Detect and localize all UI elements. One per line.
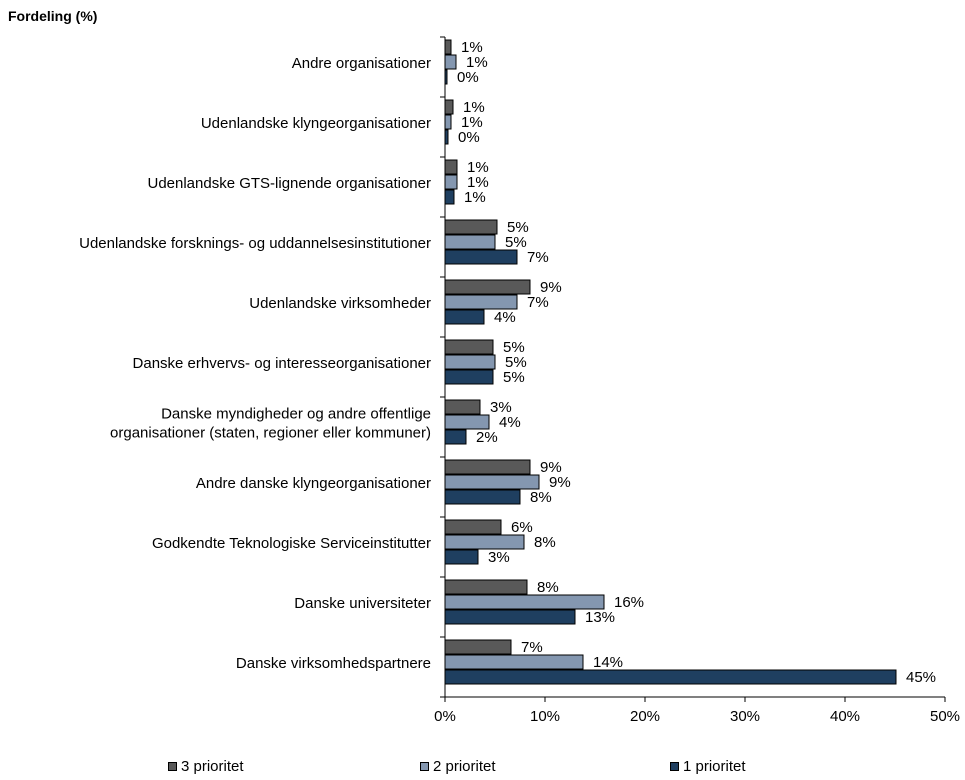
data-label-s3-c7: 2% bbox=[476, 429, 498, 446]
bar-s1-c2 bbox=[444, 99, 454, 115]
bar-s1-c6 bbox=[444, 339, 494, 355]
x-axis-tick-label-2: 10% bbox=[530, 708, 560, 725]
data-label-s3-c2: 0% bbox=[458, 129, 480, 146]
bar-s3-c6 bbox=[444, 369, 494, 385]
bar-s3-c7 bbox=[444, 429, 467, 445]
x-axis-tick-label-6: 50% bbox=[930, 708, 960, 725]
bar-s1-c10 bbox=[444, 579, 528, 595]
category-label-6: Danske erhvervs- og interesseorganisatio… bbox=[133, 355, 431, 372]
x-axis-tick-label-3: 20% bbox=[630, 708, 660, 725]
data-label-s2-c1: 1% bbox=[466, 54, 488, 71]
legend-swatch-3-prioritet bbox=[168, 762, 177, 771]
bar-s1-c4 bbox=[444, 219, 498, 235]
x-axis-tick-label-1: 0% bbox=[434, 708, 456, 725]
data-label-s3-c1: 0% bbox=[457, 69, 479, 86]
data-label-s2-c6: 5% bbox=[505, 354, 527, 371]
bar-s1-c11 bbox=[444, 639, 512, 655]
data-label-s2-c9: 8% bbox=[534, 534, 556, 551]
legend-item-2-prioritet: 2 prioritet bbox=[420, 758, 496, 775]
data-label-s1-c7: 3% bbox=[490, 399, 512, 416]
bar-s1-c5 bbox=[444, 279, 531, 295]
bar-s2-c11 bbox=[444, 654, 584, 670]
bar-s3-c4 bbox=[444, 249, 518, 265]
data-label-s2-c3: 1% bbox=[467, 174, 489, 191]
data-label-s3-c8: 8% bbox=[530, 489, 552, 506]
x-axis-tick-label-4: 30% bbox=[730, 708, 760, 725]
bar-s1-c7 bbox=[444, 399, 481, 415]
bar-s2-c4 bbox=[444, 234, 496, 250]
data-label-s3-c10: 13% bbox=[585, 609, 615, 626]
category-label-10: Danske universiteter bbox=[294, 595, 431, 612]
legend-label-2-prioritet: 2 prioritet bbox=[433, 758, 496, 775]
data-label-s3-c4: 7% bbox=[527, 249, 549, 266]
data-label-s1-c4: 5% bbox=[507, 219, 529, 236]
category-label-11: Danske virksomhedspartnere bbox=[236, 655, 431, 672]
data-label-s1-c1: 1% bbox=[461, 39, 483, 56]
data-label-s3-c9: 3% bbox=[488, 549, 510, 566]
legend-item-1-prioritet: 1 prioritet bbox=[670, 758, 746, 775]
legend-item-3-prioritet: 3 prioritet bbox=[168, 758, 244, 775]
bar-s3-c11 bbox=[444, 669, 897, 685]
category-label-3: Udenlandske GTS-lignende organisationer bbox=[147, 175, 431, 192]
bar-s2-c3 bbox=[444, 174, 458, 190]
bar-s3-c5 bbox=[444, 309, 485, 325]
bar-s3-c8 bbox=[444, 489, 521, 505]
bar-s2-c7 bbox=[444, 414, 490, 430]
data-label-s3-c6: 5% bbox=[503, 369, 525, 386]
bar-s3-c10 bbox=[444, 609, 576, 625]
data-label-s1-c6: 5% bbox=[503, 339, 525, 356]
bar-s2-c6 bbox=[444, 354, 496, 370]
data-label-s1-c8: 9% bbox=[540, 459, 562, 476]
chart-title: Fordeling (%) bbox=[8, 8, 98, 24]
legend-swatch-1-prioritet bbox=[670, 762, 679, 771]
data-label-s2-c5: 7% bbox=[527, 294, 549, 311]
data-label-s2-c7: 4% bbox=[499, 414, 521, 431]
data-label-s1-c11: 7% bbox=[521, 639, 543, 656]
category-label-1: Andre organisationer bbox=[292, 55, 431, 72]
category-label-9: Godkendte Teknologiske Serviceinstitutte… bbox=[152, 535, 431, 552]
data-label-s2-c4: 5% bbox=[505, 234, 527, 251]
bar-s3-c9 bbox=[444, 549, 479, 565]
data-label-s1-c10: 8% bbox=[537, 579, 559, 596]
data-label-s1-c3: 1% bbox=[467, 159, 489, 176]
legend-label-1-prioritet: 1 prioritet bbox=[683, 758, 746, 775]
data-label-s2-c10: 16% bbox=[614, 594, 644, 611]
data-label-s2-c11: 14% bbox=[593, 654, 623, 671]
data-label-s2-c2: 1% bbox=[461, 114, 483, 131]
bar-s1-c1 bbox=[444, 39, 452, 55]
data-label-s3-c5: 4% bbox=[494, 309, 516, 326]
data-label-s3-c3: 1% bbox=[464, 189, 486, 206]
category-label-7-line-1: Danske myndigheder og andre offentlige bbox=[161, 406, 431, 423]
legend-swatch-2-prioritet bbox=[420, 762, 429, 771]
bar-s2-c5 bbox=[444, 294, 518, 310]
category-label-2: Udenlandske klyngeorganisationer bbox=[201, 115, 431, 132]
data-label-s1-c2: 1% bbox=[463, 99, 485, 116]
bar-s2-c2 bbox=[444, 114, 452, 130]
category-label-7-line-2: organisationer (staten, regioner eller k… bbox=[110, 425, 431, 442]
legend-label-3-prioritet: 3 prioritet bbox=[181, 758, 244, 775]
bar-s2-c1 bbox=[444, 54, 457, 70]
data-label-s1-c5: 9% bbox=[540, 279, 562, 296]
bar-s1-c8 bbox=[444, 459, 531, 475]
category-label-5: Udenlandske virksomheder bbox=[249, 295, 431, 312]
x-axis-tick-label-5: 40% bbox=[830, 708, 860, 725]
bar-s3-c3 bbox=[444, 189, 455, 205]
data-label-s3-c11: 45% bbox=[906, 669, 936, 686]
bar-s2-c10 bbox=[444, 594, 605, 610]
bar-s1-c3 bbox=[444, 159, 458, 175]
bar-s2-c9 bbox=[444, 534, 525, 550]
data-label-s2-c8: 9% bbox=[549, 474, 571, 491]
category-label-4: Udenlandske forsknings- og uddannelsesin… bbox=[79, 235, 431, 252]
bar-s1-c9 bbox=[444, 519, 502, 535]
bar-s2-c8 bbox=[444, 474, 540, 490]
category-label-8: Andre danske klyngeorganisationer bbox=[196, 475, 431, 492]
data-label-s1-c9: 6% bbox=[511, 519, 533, 536]
